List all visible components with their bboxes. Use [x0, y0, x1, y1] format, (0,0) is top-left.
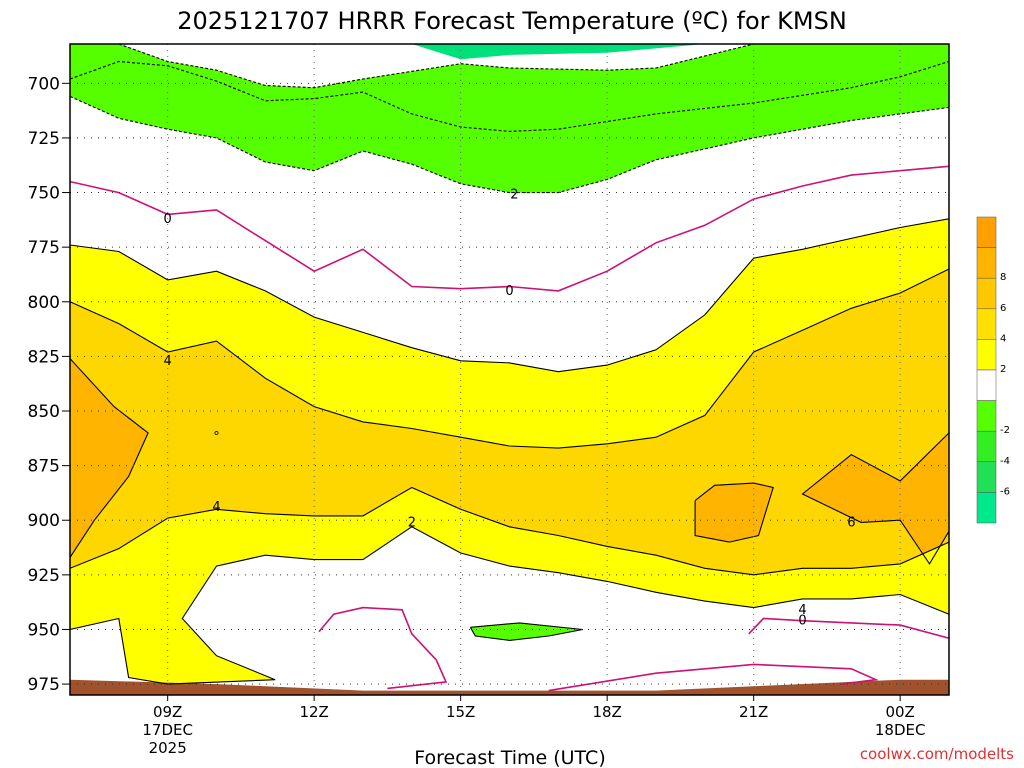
colorbar-bin-8 — [976, 461, 997, 493]
x-axis-label: Forecast Time (UTC) — [414, 747, 605, 768]
x-tick-label-18Z: 18Z — [592, 703, 621, 721]
colorbar-label--6: -6 — [1000, 486, 1010, 497]
region-temp-6-to-8-west — [70, 358, 149, 558]
colorbar-bin-6 — [976, 400, 997, 432]
chart-title: 2025121707 HRRR Forecast Temperature (ºC… — [177, 7, 847, 35]
x-tick-label-12Z: 12Z — [299, 703, 328, 721]
region-temp-neg4-to-neg2-lower — [70, 61, 949, 193]
colorbar-bin-2 — [976, 277, 997, 310]
plot-frame — [69, 43, 950, 696]
y-tick-label-925: 925 — [28, 566, 60, 586]
y-tick-label-875: 875 — [28, 457, 60, 477]
colorbar-label-2: 2 — [1000, 364, 1006, 375]
x-tick-sublabel-2025: 2025 — [149, 739, 187, 757]
colorbar-bin-4 — [976, 339, 997, 371]
contour-4-upper — [70, 268, 949, 449]
x-tick-sublabel-18DEC: 18DEC — [875, 721, 926, 739]
contour-0-upper — [70, 165, 949, 292]
credit-text[interactable]: coolwx.com/modelts — [860, 745, 1014, 763]
region-temp-6-to-8-east — [802, 432, 949, 564]
contour-0-lower — [318, 606, 448, 690]
y-tick-label-950: 950 — [28, 620, 60, 640]
contour-4-lower — [70, 486, 949, 576]
colorbar-bin-5 — [976, 369, 997, 401]
colorbar-label--2: -2 — [1000, 425, 1010, 436]
colorbar: 8 6 4 2 -2 -4 -6 — [976, 216, 1010, 524]
colorbar-bin-7 — [976, 430, 997, 463]
contour-label-5: 4 — [212, 500, 220, 515]
contour-label-7: 6 — [847, 515, 855, 530]
region-ground — [70, 679, 949, 695]
colorbar-label-8: 8 — [1000, 272, 1006, 283]
y-tick-label-800: 800 — [28, 293, 60, 313]
y-tick-label-725: 725 — [28, 129, 60, 149]
contour-label-2: 0 — [505, 284, 513, 299]
contour-neg2-island — [469, 622, 583, 641]
contour-neg4 — [70, 60, 949, 132]
y-axis: 700 725 750 775 800 825 850 875 900 925 950 975 — [28, 74, 70, 695]
region-temp-neg4-to-neg2-island — [470, 622, 583, 641]
colorbar-bin-1 — [976, 247, 997, 279]
contour-2-lower — [70, 526, 949, 685]
y-tick-label-700: 700 — [28, 74, 60, 94]
contour-6-west — [70, 358, 149, 558]
y-tick-label-750: 750 — [28, 184, 60, 204]
colorbar-bin-3 — [976, 308, 997, 340]
contour-label-1: 0 — [164, 212, 172, 227]
contour-label-8: 4 — [798, 603, 806, 618]
colorbar-bin-0 — [976, 216, 997, 248]
x-tick-label-00Z: 00Z — [885, 703, 914, 721]
colorbar-label-6: 6 — [1000, 303, 1006, 314]
x-tick-label-09Z: 09Z — [153, 703, 182, 721]
contour-6-east — [801, 432, 949, 565]
colorbar-bin-9 — [976, 492, 997, 524]
y-tick-label-825: 825 — [28, 347, 60, 367]
y-tick-label-850: 850 — [28, 402, 60, 422]
region-temp-neg4-to-neg2 — [70, 44, 949, 132]
region-temp-2-to-4-upper — [70, 218, 949, 449]
region-temp-6-to-8-mid — [695, 483, 774, 543]
x-tick-label-21Z: 21Z — [739, 703, 768, 721]
contour-6-mid — [694, 482, 774, 543]
y-tick-label-775: 775 — [28, 238, 60, 258]
contour-label-3: 4 — [164, 354, 172, 369]
contour-2-upper — [70, 218, 949, 373]
y-tick-label-900: 900 — [28, 511, 60, 531]
contour-label-9: 0 — [798, 614, 806, 629]
colorbar-label--4: -4 — [1000, 456, 1010, 467]
contour-label-4: ° — [213, 430, 220, 445]
contour-0-lower-main — [748, 617, 949, 639]
x-tick-label-15Z: 15Z — [446, 703, 475, 721]
region-temp-2-to-4-lower — [70, 487, 949, 685]
contour-0-lower-east — [548, 663, 879, 692]
contour-neg2 — [70, 95, 949, 194]
region-temp-le-neg4 — [118, 44, 705, 60]
contour-label-6: 2 — [408, 515, 416, 530]
contour-label-0: 2 — [510, 188, 518, 203]
colorbar-label-4: 4 — [1000, 333, 1006, 344]
y-tick-label-975: 975 — [28, 675, 60, 695]
contour-neg4-upper — [118, 44, 754, 89]
x-tick-sublabel-17DEC: 17DEC — [142, 721, 193, 739]
